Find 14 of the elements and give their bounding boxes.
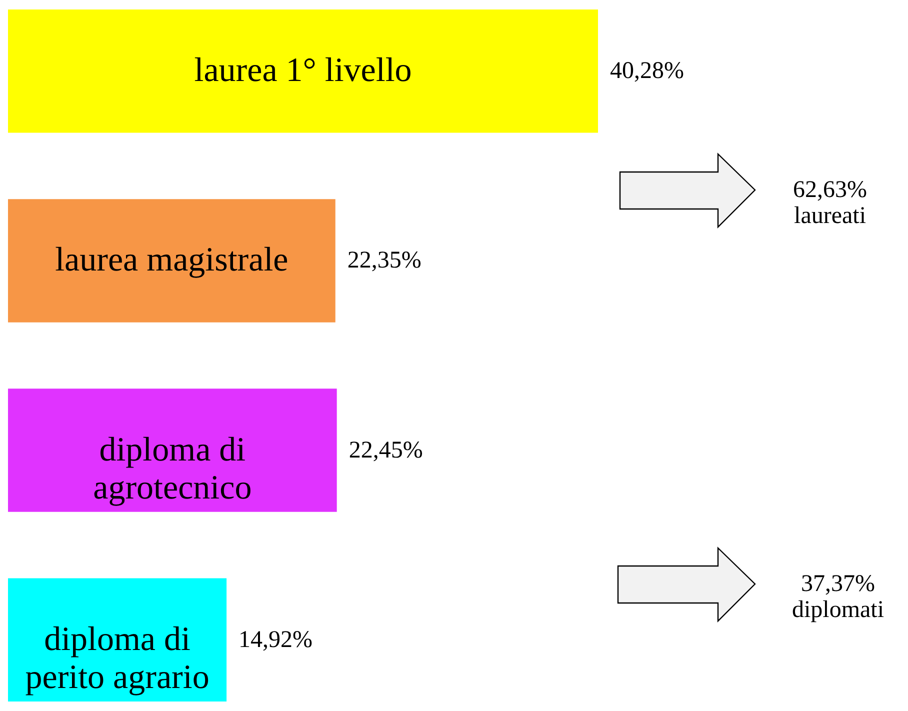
text: 62,63% laureati bbox=[793, 177, 867, 229]
y-tick-label: diploma di perito agrario bbox=[25, 620, 210, 696]
text: 37,37% diplomati bbox=[792, 571, 884, 623]
y-tick-label: diploma di agrotecnico bbox=[93, 431, 252, 506]
bar bbox=[8, 578, 227, 702]
data-label: 14,92% bbox=[238, 626, 313, 653]
data-label: 22,45% bbox=[348, 437, 423, 464]
y-tick-label: laurea magistrale bbox=[55, 242, 288, 279]
y-tick-label: laurea 1° livello bbox=[194, 52, 412, 90]
bar bbox=[8, 388, 337, 512]
data-label: 40,28% bbox=[610, 58, 684, 84]
data-label: 22,35% bbox=[347, 248, 422, 274]
bar bbox=[8, 199, 336, 322]
bar bbox=[8, 9, 598, 133]
